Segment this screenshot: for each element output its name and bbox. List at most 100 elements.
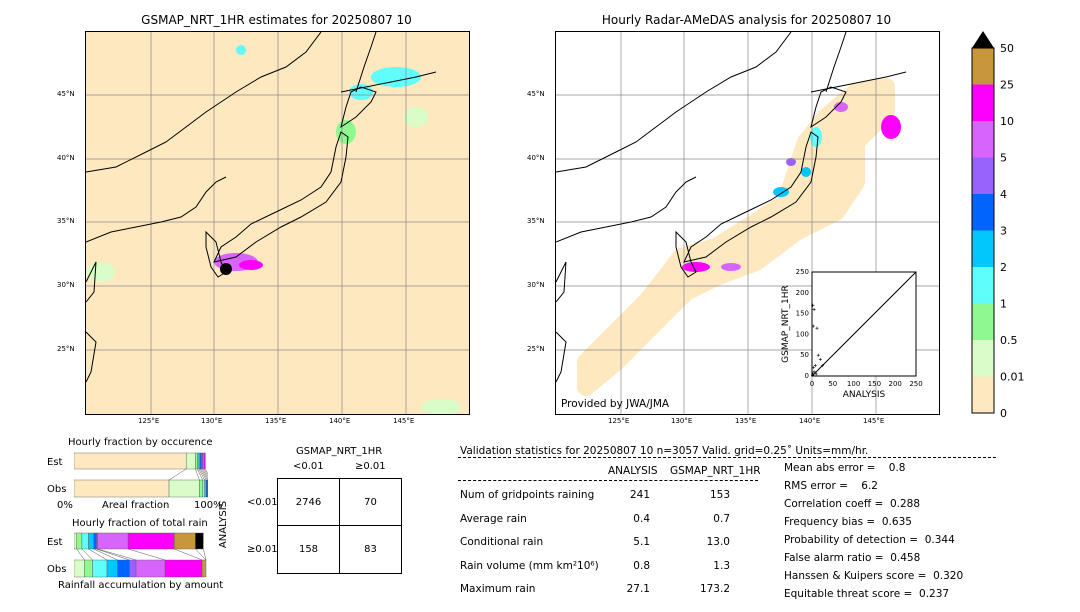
contingency-ylabel: ANALYSIS [218,500,230,549]
colorbar-segment [972,340,994,377]
gsmap-map [85,31,470,415]
colorbar-label: 3 [1000,225,1007,238]
occurrence-bars [74,452,208,498]
cell-false-alarm: 70 [339,478,402,526]
x-tick-label: 0 [810,380,814,388]
x-tick-label: 250 [909,380,922,388]
colorbar-label: 0.01 [1000,371,1025,384]
obs-bar-segment [92,559,108,578]
rain-cell [239,260,263,270]
connector-line [199,468,207,481]
scatter-point [820,364,824,368]
obs-bar-segment [204,479,207,498]
lat-tick: 30°N [527,281,545,289]
coastline [810,71,907,93]
scatter-point [815,326,819,330]
stat-label: Conditional rain [460,536,544,548]
scatter-point [814,372,818,376]
colorbar-segment [972,84,994,121]
scatter-point [812,307,816,311]
obs-bar-segment [168,479,200,498]
connector-line [197,468,203,481]
colorbar-segment [972,267,994,304]
est-bar-segment [127,532,175,550]
coastline [213,131,349,263]
lat-tick: 35°N [57,217,75,225]
left-map-title: GSMAP_NRT_1HR estimates for 20250807 10 [141,13,412,27]
coastline [556,331,567,383]
est-bar-segment [195,532,204,550]
score: Equitable threat score = 0.237 [784,588,950,600]
connector-line [88,548,108,561]
stat-label: Num of gridpoints raining [460,489,595,501]
y-tick-label: 200 [796,289,809,297]
connector-line [203,548,207,561]
occ-xlabel: Areal fraction [102,500,170,511]
row1-label: <0.01 [247,497,278,508]
est-bar-segment [74,532,77,550]
total-rain-bars [74,532,207,578]
score: Mean abs error = 0.8 [784,462,906,474]
lon-tick: 140°E [799,417,821,425]
coastline [355,32,377,93]
scatter-ylabel: GSMAP_NRT_1HR [781,285,791,363]
colorbar-segment [972,121,994,158]
rain-cell [404,107,428,127]
obs-bar-segment [164,559,203,578]
x-tick-label: 50 [828,380,837,388]
scatter-point [816,353,820,357]
colorbar-segment [972,194,994,231]
connector-line [76,548,85,561]
stats-header: Validation statistics for 20250807 10 n=… [460,445,869,457]
scatter-point [811,303,815,307]
obs-bar-segment [129,559,137,578]
colorbar-label: 10 [1000,115,1014,128]
stat-gsmap-value: 173.2 [699,583,730,595]
rain-cell [371,67,421,87]
lon-tick: 140°E [329,417,351,425]
lat-tick: 40°N [57,154,75,162]
colorbar-segment [972,230,994,267]
coastline [556,32,792,173]
cell-hit-none: 2746 [277,478,340,526]
obs-bar-segment [135,559,166,578]
credit-text: Provided by JWA/JMA [561,398,670,410]
lat-tick: 25°N [527,345,545,353]
score: Hanssen & Kuipers score = 0.320 [784,570,964,582]
est-bar-segment [93,532,97,550]
obs-bar-segment [74,559,85,578]
score: Probability of detection = 0.344 [784,534,955,546]
colorbar-label: 1 [1000,298,1007,311]
stat-gsmap-value: 153 [709,489,730,501]
scatter-point [818,357,822,361]
stat-analysis-value: 27.1 [626,583,650,595]
colorbar-label: 5 [1000,152,1007,165]
occ-x0: 0% [57,500,73,511]
scatter-point [812,370,816,374]
stat-analysis-value: 0.4 [633,512,650,525]
obs-bar-segment [74,479,170,498]
est-bar-segment [97,532,129,550]
contingency-title: GSMAP_NRT_1HR [296,446,383,457]
connector-line [96,548,130,561]
coastline [675,230,697,278]
connector-line [205,468,208,475]
colorbar-label: 2 [1000,261,1007,274]
stat-analysis-value: 0.8 [633,559,650,572]
right-map-title: Hourly Radar-AMeDAS analysis for 2025080… [601,13,892,27]
colorbar-label: 0 [1000,407,1007,420]
y-tick-label: 0 [805,372,809,380]
y-tick-label: 250 [796,268,809,276]
stat-gsmap-value: 1.3 [713,559,730,572]
colorbar: 0 0.01 0.5 1 2 3 4 5 10 25 50 [971,31,1025,420]
colorbar-label: 25 [1000,79,1014,92]
colorbar-segment [972,376,994,413]
cell-miss: 158 [277,525,340,574]
coastline [86,331,97,383]
occ-obs-label: Obs [47,484,67,495]
lon-tick: 130°E [201,417,223,425]
rain-cell [773,187,789,197]
colorbar-label: 0.5 [1000,334,1018,347]
connector-line [195,468,200,481]
connector-line [198,468,205,481]
